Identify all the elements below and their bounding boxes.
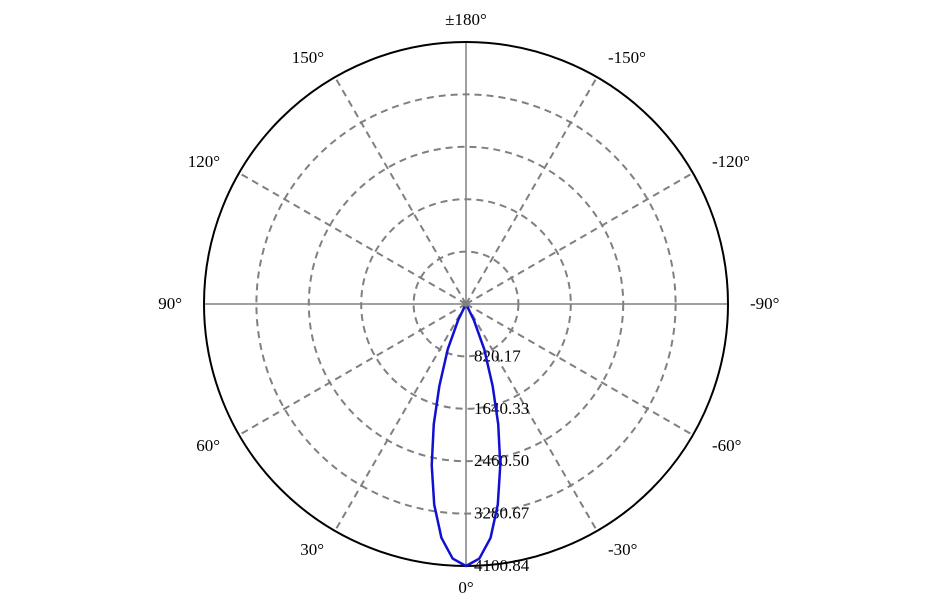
angle-label: -90°: [750, 294, 779, 313]
angle-label: 120°: [188, 152, 220, 171]
polar-chart-svg: ±180° -150° -120° -90° -60° -30° 0° 30° 60° 90° 12…: [0, 0, 932, 609]
radial-label: 820.17: [474, 346, 521, 365]
radial-label: 3280.67: [474, 504, 530, 523]
radial-label: 2460.50: [474, 451, 529, 470]
grid-spoke: [466, 173, 693, 304]
angle-label: 0°: [458, 578, 473, 597]
center-dot: [463, 301, 469, 307]
angle-label: -30°: [608, 540, 637, 559]
grid-spoke: [335, 304, 466, 531]
angle-label: 30°: [300, 540, 324, 559]
angle-label: -60°: [712, 436, 741, 455]
angle-label: ±180°: [445, 10, 487, 29]
angle-label: 150°: [292, 48, 324, 67]
angle-label: -120°: [712, 152, 750, 171]
polar-chart: ±180° -150° -120° -90° -60° -30° 0° 30° 60° 90° 12…: [0, 0, 932, 609]
radial-label: 4100.84: [474, 556, 530, 575]
radial-label: 1640.33: [474, 399, 529, 418]
grid-spoke: [466, 77, 597, 304]
angle-label: -150°: [608, 48, 646, 67]
angle-label: 90°: [158, 294, 182, 313]
angle-label: 60°: [196, 436, 220, 455]
grid-spoke: [335, 77, 466, 304]
grid-spoke: [239, 304, 466, 435]
grid-spoke: [239, 173, 466, 304]
